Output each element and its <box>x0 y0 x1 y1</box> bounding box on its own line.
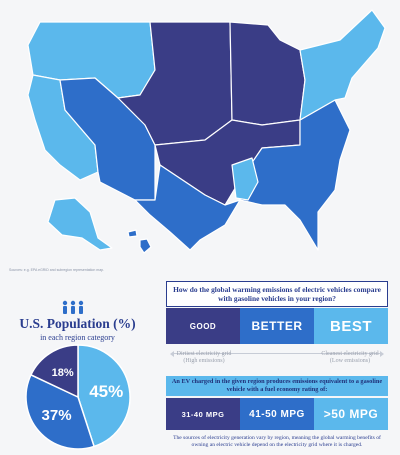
category-best: BEST <box>314 308 388 344</box>
map-region-upper-midwest <box>229 21 306 126</box>
map-region-mississippi <box>231 157 259 201</box>
people-icon <box>62 300 84 314</box>
scale-right-label: Cleanest electricity grid (Low emissions… <box>321 351 379 364</box>
pie-label-best: 45% <box>89 382 123 401</box>
pie-slice-good <box>29 344 79 399</box>
population-subtitle: in each region category <box>40 333 115 342</box>
mpg-good: 31-40 MPG <box>166 398 240 430</box>
map-region-southeast <box>239 99 351 251</box>
category-better: BETTER <box>240 308 314 344</box>
scale-left-label: Dirtiest electricity grid (High emission… <box>176 351 232 364</box>
scale-arrow <box>170 351 384 357</box>
category-bar: GOOD BETTER BEST <box>166 308 388 344</box>
pie-slice-best <box>77 344 131 448</box>
footnote: The sources of electricity generation va… <box>173 435 381 448</box>
population-pie: 45% 37% 18% <box>25 344 131 450</box>
us-emissions-map <box>27 9 386 254</box>
pie-label-good: 18% <box>52 367 74 379</box>
category-good: GOOD <box>166 308 240 344</box>
mpg-best: >50 MPG <box>314 398 388 430</box>
mpg-bar: 31-40 MPG 41-50 MPG >50 MPG <box>166 398 388 430</box>
comparison-question: How do the global warming emissions of e… <box>166 281 388 307</box>
map-source-note: Sources: e.g. EPA eGRID and subregion re… <box>9 268 105 272</box>
mpg-better: 41-50 MPG <box>240 398 314 430</box>
population-title: U.S. Population (%) <box>19 316 136 331</box>
pie-slice-better <box>25 373 96 450</box>
pie-label-better: 37% <box>42 407 72 424</box>
ev-equivalence-note: An EV charged in the given region produc… <box>166 376 388 396</box>
grid-scale: Dirtiest electricity grid (High emission… <box>166 349 388 373</box>
map-region-northeast <box>299 9 386 121</box>
map-region-hawaii <box>127 229 152 254</box>
map-region-alaska <box>47 197 113 251</box>
